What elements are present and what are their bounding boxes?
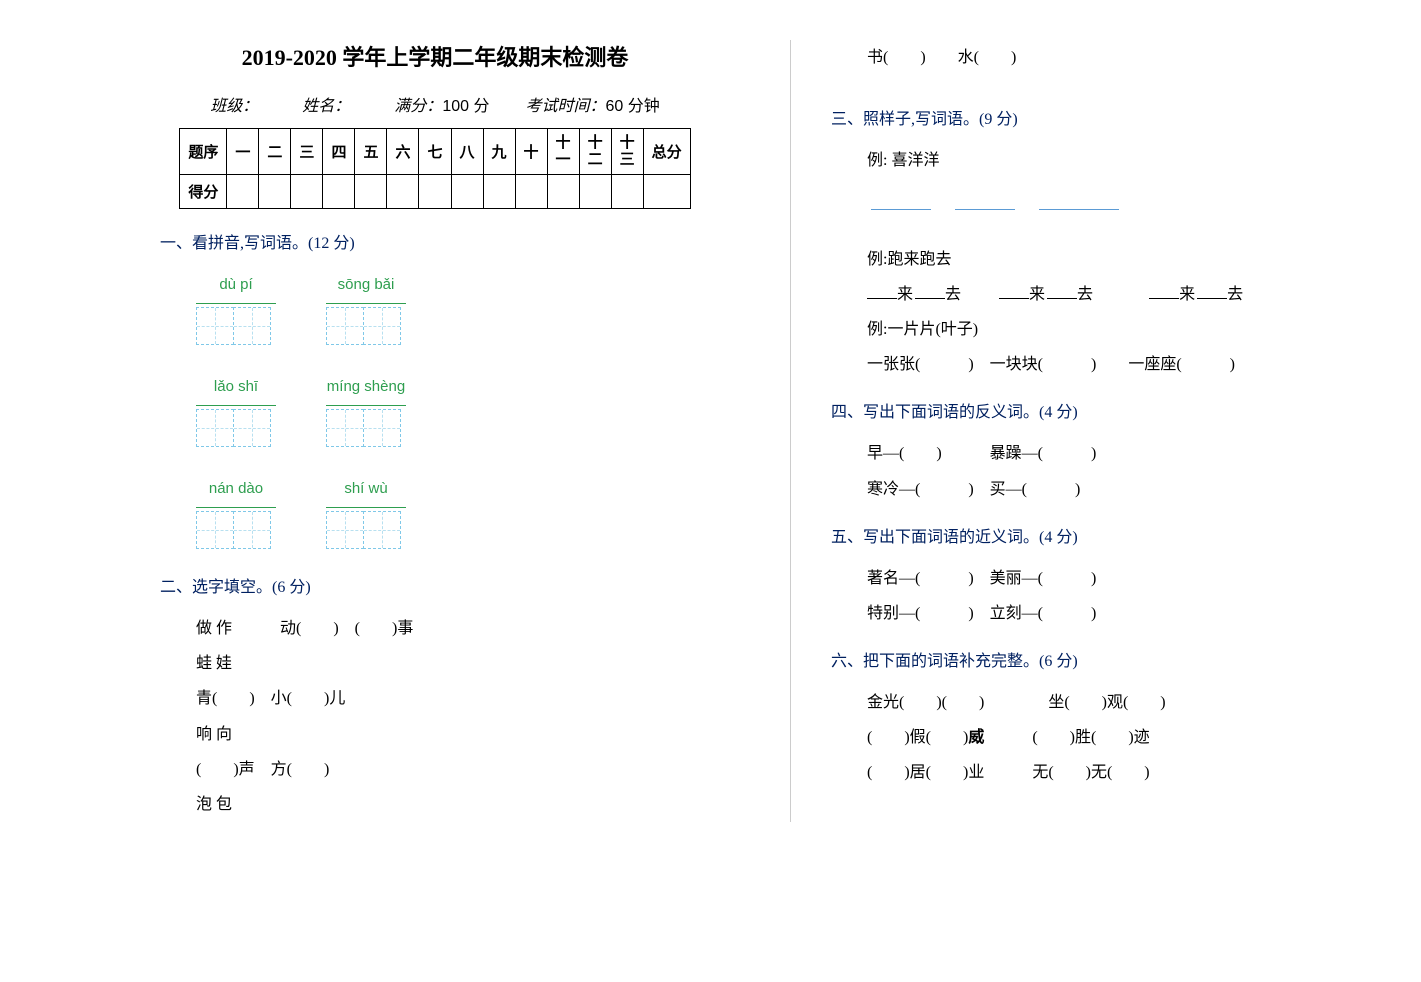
char-grid[interactable]	[326, 409, 406, 447]
cell: 六	[387, 129, 419, 175]
class-label: 班级：	[210, 98, 250, 115]
q3-line: 一张张( ) 一块块( ) 一座座( )	[867, 347, 1381, 382]
score-label: 得分	[180, 175, 227, 209]
cell: 十	[515, 129, 547, 175]
char-grid[interactable]	[196, 409, 276, 447]
cell: 七	[419, 129, 451, 175]
q3-ex3: 例:一片片(叶子)	[867, 312, 1381, 347]
pinyin: nán dào	[196, 472, 276, 508]
pinyin-block: dù pí	[196, 267, 276, 345]
q2-line: 青( ) 小( )儿	[196, 681, 710, 716]
q6-content: 金光( )( ) 坐( )观( ) ( )假( )威 ( )胜( )迹 ( )居…	[867, 685, 1381, 791]
full-label: 满分：	[394, 98, 442, 115]
q2-line: ( )声 方( )	[196, 752, 710, 787]
cell: 二	[259, 129, 291, 175]
pinyin: sōng bǎi	[326, 268, 406, 304]
q3-blanks[interactable]	[867, 188, 1381, 223]
q6-line: 金光( )( ) 坐( )观( )	[867, 685, 1381, 720]
cell: 八	[451, 129, 483, 175]
q2-content: 做 作 动( ) ( )事 蛙 娃 青( ) 小( )儿 响 向 ( )声 方(…	[196, 611, 710, 822]
pinyin: shí wù	[326, 472, 406, 508]
q3-title: 三、照样子,写词语。(9 分)	[831, 105, 1381, 129]
q4-line: 早—( ) 暴躁—( )	[867, 436, 1381, 471]
cell-total: 总分	[643, 129, 690, 175]
q2-line: 泡 包	[196, 787, 710, 822]
q3-lai-qu[interactable]: 来去 来去 来去	[867, 277, 1381, 312]
pinyin-block: lǎo shī	[196, 369, 276, 447]
time-label: 考试时间：	[525, 98, 605, 115]
page: 2019-2020 学年上学期二年级期末检测卷 班级： 姓名： 满分：100 分…	[0, 0, 1421, 862]
pinyin-block: shí wù	[326, 471, 406, 549]
cell: 九	[483, 129, 515, 175]
cell: 三	[291, 129, 323, 175]
cell-11: 十一	[547, 129, 579, 175]
q2-line: 蛙 娃	[196, 646, 710, 681]
name-label: 姓名：	[302, 98, 342, 115]
full-value: 100 分	[442, 98, 489, 115]
pinyin-block: sōng bǎi	[326, 267, 406, 345]
q1-title: 一、看拼音,写词语。(12 分)	[160, 229, 710, 253]
q5-line: 著名—( ) 美丽—( )	[867, 561, 1381, 596]
q3-ex2: 例:跑来跑去	[867, 242, 1381, 277]
q1-content: dù pí sōng bǎi lǎo shī míng shèng	[196, 267, 710, 549]
pinyin-row: dù pí sōng bǎi	[196, 267, 710, 345]
info-line: 班级： 姓名： 满分：100 分 考试时间：60 分钟	[160, 92, 710, 116]
table-row: 题序 一 二 三 四 五 六 七 八 九 十 十一 十二 十三 总分	[180, 129, 690, 175]
q5-line: 特别—( ) 立刻—( )	[867, 596, 1381, 631]
char-grid[interactable]	[196, 307, 276, 345]
pinyin: lǎo shī	[196, 370, 276, 406]
pinyin-row: lǎo shī míng shèng	[196, 369, 710, 447]
cell-13: 十三	[611, 129, 643, 175]
title-year: 2019-2020	[242, 45, 343, 70]
q4-content: 早—( ) 暴躁—( ) 寒冷—( ) 买—( )	[867, 436, 1381, 506]
char-grid[interactable]	[326, 511, 406, 549]
left-column: 2019-2020 学年上学期二年级期末检测卷 班级： 姓名： 满分：100 分…	[160, 40, 730, 822]
title-main: 学年上学期二年级期末检测卷	[342, 45, 628, 70]
q4-line: 寒冷—( ) 买—( )	[867, 472, 1381, 507]
q4-title: 四、写出下面词语的反义词。(4 分)	[831, 398, 1381, 422]
cell-12: 十二	[579, 129, 611, 175]
char-grid[interactable]	[196, 511, 276, 549]
q3-content: 例: 喜洋洋 例:跑来跑去 来去 来去 来去 例:一片片(叶子) 一张张( ) …	[867, 143, 1381, 382]
pinyin-block: nán dào	[196, 471, 276, 549]
q6-title: 六、把下面的词语补充完整。(6 分)	[831, 647, 1381, 671]
q2-line-cont: 书( ) 水( )	[867, 40, 1381, 75]
right-column: 书( ) 水( ) 三、照样子,写词语。(9 分) 例: 喜洋洋 例:跑来跑去 …	[790, 40, 1381, 822]
q2-title: 二、选字填空。(6 分)	[160, 573, 710, 597]
score-table: 题序 一 二 三 四 五 六 七 八 九 十 十一 十二 十三 总分 得分	[179, 128, 690, 209]
q2-line: 响 向	[196, 717, 710, 752]
pinyin-block: míng shèng	[326, 369, 406, 447]
q6-line: ( )居( )业 无( )无( )	[867, 755, 1381, 790]
cell: 一	[227, 129, 259, 175]
cell: 题序	[180, 129, 227, 175]
time-value: 60 分钟	[606, 98, 660, 115]
pinyin-row: nán dào shí wù	[196, 471, 710, 549]
q2-line: 做 作 动( ) ( )事	[196, 611, 710, 646]
cell: 五	[355, 129, 387, 175]
q6-line: ( )假( )威 ( )胜( )迹	[867, 720, 1381, 755]
exam-title: 2019-2020 学年上学期二年级期末检测卷	[160, 40, 710, 72]
pinyin: míng shèng	[326, 370, 406, 406]
q3-ex1: 例: 喜洋洋	[867, 143, 1381, 178]
pinyin: dù pí	[196, 268, 276, 304]
table-row: 得分	[180, 175, 690, 209]
char-grid[interactable]	[326, 307, 406, 345]
q5-title: 五、写出下面词语的近义词。(4 分)	[831, 523, 1381, 547]
cell: 四	[323, 129, 355, 175]
q5-content: 著名—( ) 美丽—( ) 特别—( ) 立刻—( )	[867, 561, 1381, 631]
